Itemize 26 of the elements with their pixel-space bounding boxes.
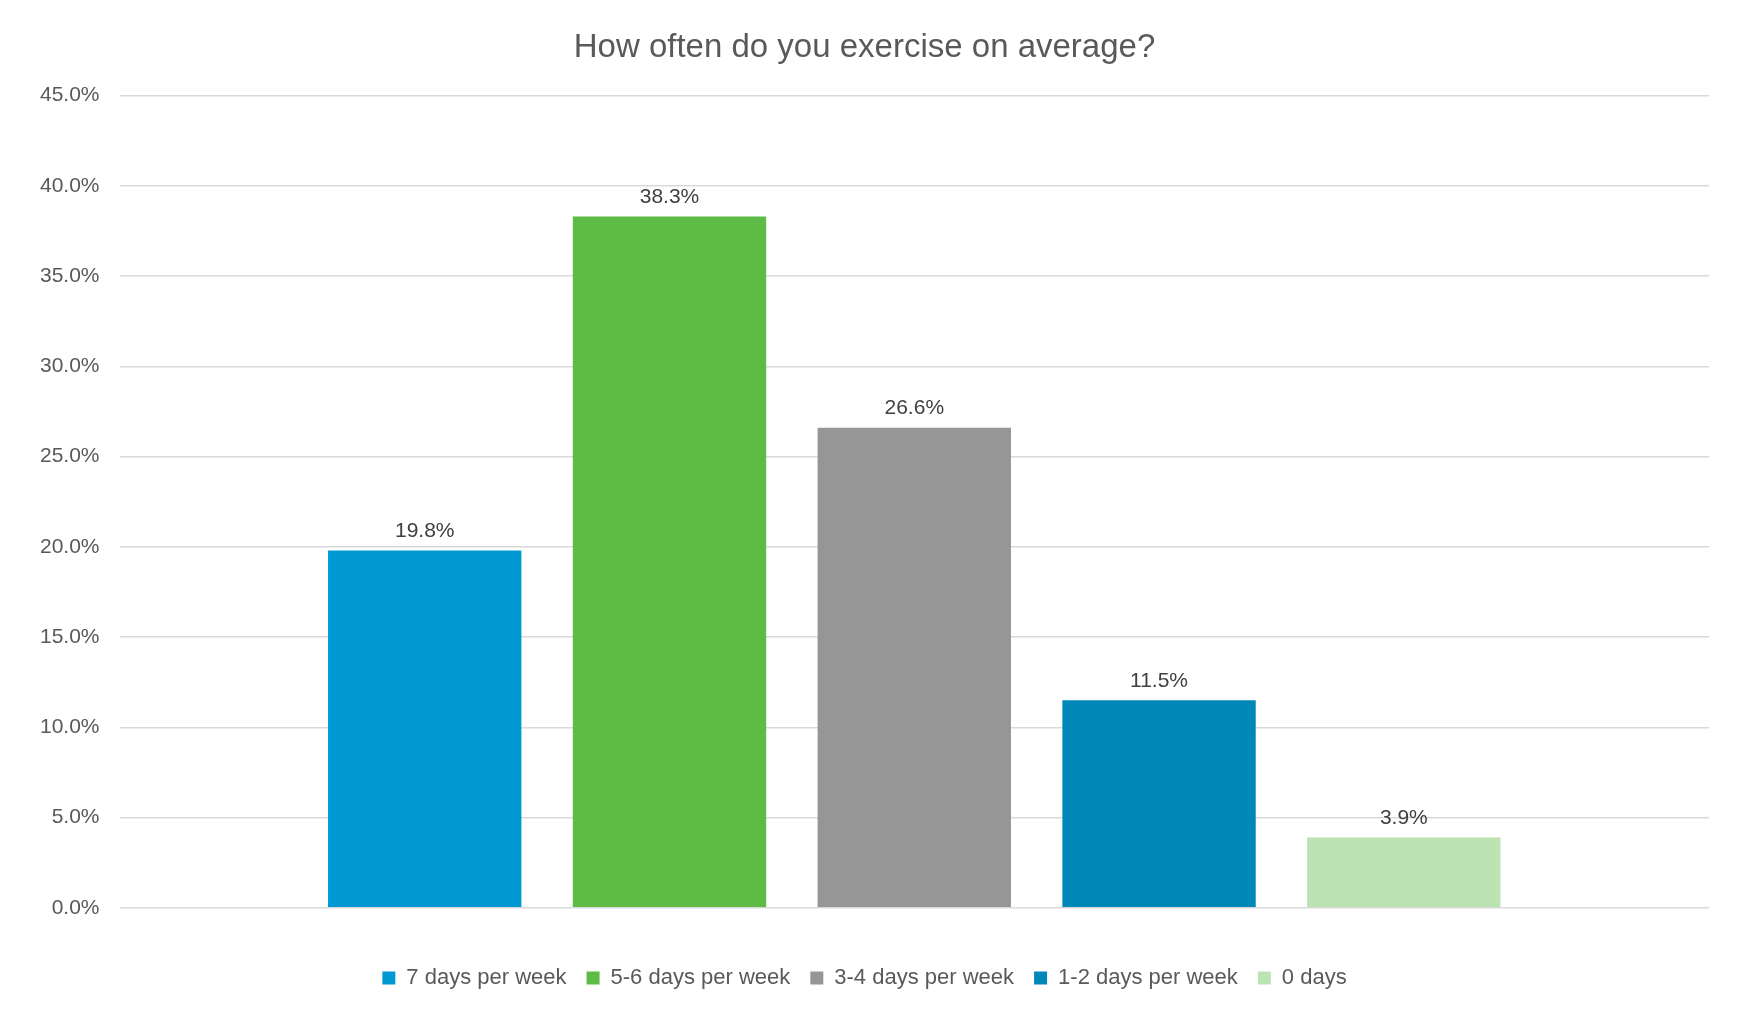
legend-label: 7 days per week — [406, 964, 568, 990]
bar — [572, 216, 767, 908]
legend-label: 0 days — [1281, 964, 1347, 990]
y-tick-label: 10.0% — [40, 714, 100, 738]
y-tick-label: 5.0% — [51, 804, 100, 828]
y-tick-label: 40.0% — [40, 172, 100, 196]
y-tick-label: 35.0% — [40, 262, 100, 286]
legend-label: 1-2 days per week — [1058, 964, 1239, 990]
y-tick-label: 0.0% — [51, 894, 100, 918]
legend-label: 3-4 days per week — [834, 964, 1016, 990]
data-label: 38.3% — [639, 183, 700, 207]
y-tick-label: 20.0% — [40, 533, 100, 557]
y-tick-label: 45.0% — [40, 82, 100, 106]
y-tick-label: 25.0% — [40, 443, 100, 467]
bar — [817, 427, 1011, 908]
data-label: 11.5% — [1130, 667, 1189, 691]
data-label: 19.8% — [394, 517, 455, 541]
bar — [328, 550, 522, 908]
data-label: 3.9% — [1379, 804, 1428, 828]
y-tick-label: 30.0% — [40, 353, 100, 377]
bar — [1307, 837, 1501, 908]
y-tick-label: 15.0% — [40, 623, 100, 647]
legend-label: 5-6 days per week — [610, 964, 792, 990]
data-label: 26.6% — [884, 395, 945, 418]
chart-title: How often do you exercise on average? — [573, 26, 1156, 64]
bar — [1062, 700, 1256, 908]
